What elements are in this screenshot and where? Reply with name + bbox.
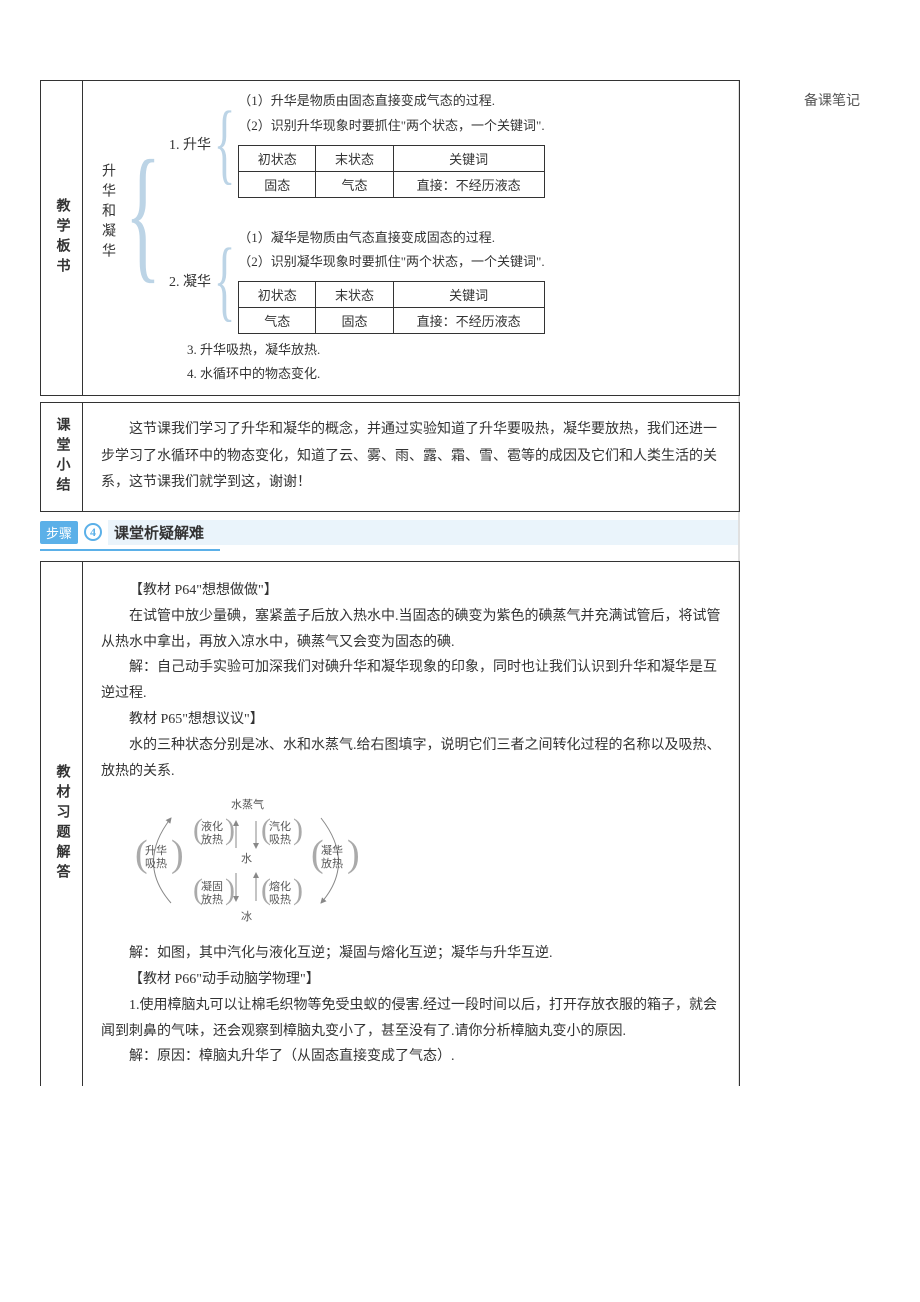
td: 气态 — [239, 308, 316, 334]
summary-label: 课堂小结 — [52, 417, 72, 497]
ex-p: 解：如图，其中汽化与液化互逆；凝固与熔化互逆；凝华与升华互逆. — [101, 941, 721, 967]
th: 末状态 — [316, 282, 393, 308]
cycle-mid: 水 — [241, 853, 252, 866]
ex-p: 【教材 P64"想想做做"】 — [101, 578, 721, 604]
exercises-section: 教材习题解答 【教材 P64"想想做做"】 在试管中放少量碘，塞紧盖子后放入热水… — [40, 561, 740, 1087]
th: 初状态 — [239, 282, 316, 308]
step-header: 步骤 4 课堂析疑解难 — [40, 520, 740, 545]
item-ninghua: 2. 凝华 { （1）凝华是物质由气态直接变成固态的过程. （2）识别凝华现象时… — [169, 228, 545, 335]
step-tag: 步骤 — [40, 521, 78, 544]
cycle-tl: 液化 放热 — [201, 821, 223, 847]
td: 固态 — [316, 308, 393, 334]
teaching-board-section: 教学板书 升华和凝华 { 1. 升华 { （1）升华是物质由固态直接变成气态的过… — [40, 80, 740, 396]
exercises-label: 教材习题解答 — [52, 764, 72, 884]
margin-note: 备课笔记 — [804, 90, 860, 110]
td: 直接：不经历液态 — [393, 171, 544, 197]
cycle-right: 凝华 放热 — [321, 845, 343, 871]
small-brace: { — [214, 236, 236, 326]
big-brace: { — [125, 138, 161, 288]
ex-p: 在试管中放少量碘，塞紧盖子后放入热水中.当固态的碘变为紫色的碘蒸气并充满试管后，… — [101, 604, 721, 656]
sh-table: 初状态 末状态 关键词 固态 气态 直接：不经历液态 — [238, 145, 544, 198]
topic: 升华和凝华 — [97, 163, 117, 263]
cycle-bot: 冰 — [241, 911, 252, 924]
ex-p: 水的三种状态分别是冰、水和水蒸气.给右图填字，说明它们三者之间转化过程的名称以及… — [101, 733, 721, 785]
tail-3: 3. 升华吸热，凝华放热. — [187, 338, 725, 361]
td: 固态 — [239, 171, 316, 197]
cycle-left: 升华 吸热 — [145, 845, 167, 871]
th: 关键词 — [393, 145, 544, 171]
step-num: 4 — [84, 523, 102, 541]
ex-p: 1.使用樟脑丸可以让棉毛织物等免受虫蚁的侵害.经过一段时间以后，打开存放衣服的箱… — [101, 993, 721, 1045]
section-label: 教材习题解答 — [41, 562, 83, 1087]
board-label: 教学板书 — [52, 198, 72, 278]
class-summary-section: 课堂小结 这节课我们学习了升华和凝华的概念，并通过实验知道了升华要吸热，凝华要放… — [40, 402, 740, 512]
nh-line2: （2）识别凝华现象时要抓住"两个状态，一个关键词". — [238, 252, 544, 273]
item-shenghua: 1. 升华 { （1）升华是物质由固态直接变成气态的过程. （2）识别升华现象时… — [169, 91, 545, 198]
topic-col: 升华和凝华 — [97, 91, 117, 334]
step-title: 课堂析疑解难 — [108, 520, 740, 545]
step-underline — [40, 549, 220, 551]
tail-4: 4. 水循环中的物态变化. — [187, 362, 725, 385]
water-cycle-diagram: 水蒸气 水 冰 ( 升华 吸热 ) ( 凝华 放热 ) ( 液化 放热 ) ( … — [141, 793, 351, 933]
sh-line1: （1）升华是物质由固态直接变成气态的过程. — [238, 91, 544, 112]
small-brace: { — [214, 99, 236, 189]
cycle-bl: 凝固 放热 — [201, 881, 223, 907]
section-label: 课堂小结 — [41, 403, 83, 511]
th: 关键词 — [393, 282, 544, 308]
ex-p: 解：原因：樟脑丸升华了（从固态直接变成了气态）. — [101, 1044, 721, 1070]
summary-text: 这节课我们学习了升华和凝华的概念，并通过实验知道了升华要吸热，凝华要放热，我们还… — [83, 403, 739, 511]
section-label: 教学板书 — [41, 81, 83, 395]
nh-line1: （1）凝华是物质由气态直接变成固态的过程. — [238, 228, 544, 249]
item-num: 2. 凝华 — [169, 271, 211, 291]
item-num: 1. 升华 — [169, 134, 211, 154]
td: 气态 — [316, 171, 393, 197]
cycle-tr: 汽化 吸热 — [269, 821, 291, 847]
ex-p: 教材 P65"想想议议"】 — [101, 707, 721, 733]
nh-table: 初状态 末状态 关键词 气态 固态 直接：不经历液态 — [238, 281, 544, 334]
tail-lines: 3. 升华吸热，凝华放热. 4. 水循环中的物态变化. — [187, 338, 725, 385]
cycle-br: 熔化 吸热 — [269, 881, 291, 907]
ex-p: 【教材 P66"动手动脑学物理"】 — [101, 967, 721, 993]
td: 直接：不经历液态 — [393, 308, 544, 334]
page: 教学板书 升华和凝华 { 1. 升华 { （1）升华是物质由固态直接变成气态的过… — [40, 80, 740, 1086]
th: 末状态 — [316, 145, 393, 171]
cycle-top: 水蒸气 — [231, 799, 264, 812]
sh-line2: （2）识别升华现象时要抓住"两个状态，一个关键词". — [238, 116, 544, 137]
th: 初状态 — [239, 145, 316, 171]
ex-p: 解：自己动手实验可加深我们对碘升华和凝华现象的印象，同时也让我们认识到升华和凝华… — [101, 655, 721, 707]
